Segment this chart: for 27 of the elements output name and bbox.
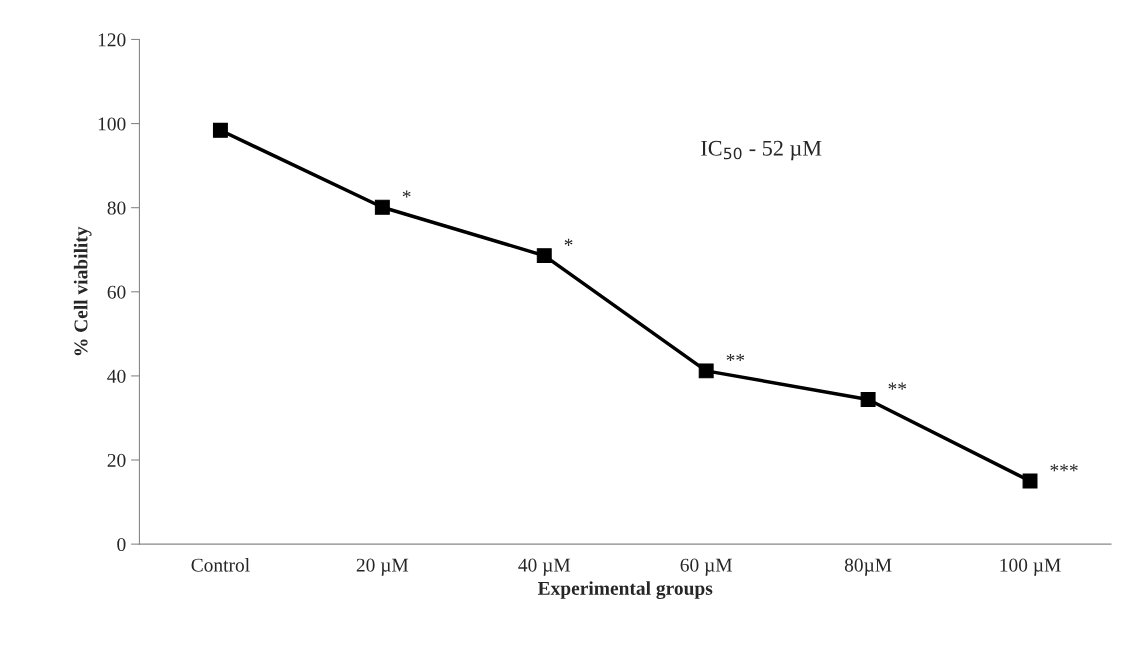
annotation: **: [888, 382, 907, 390]
y-tick-label: 120: [98, 33, 126, 47]
y-tick-label: 80: [107, 201, 126, 215]
y-axis-title: % Cell viability: [73, 226, 92, 356]
annotation: *: [402, 190, 411, 198]
annotation: *: [564, 238, 573, 246]
x-tick-label: 60 µM: [680, 558, 733, 576]
x-tick-label: Control: [191, 558, 250, 572]
annotation: **: [726, 353, 745, 362]
y-tick-label: 100: [98, 117, 126, 131]
y-tick-label: 0: [117, 537, 126, 552]
annotation: IC$_{50}$ - 52 µM: [701, 140, 822, 161]
x-tick-label: 40 µM: [518, 558, 571, 576]
y-tick-label: 40: [107, 369, 126, 383]
point: [860, 391, 876, 407]
point: [536, 248, 552, 264]
annotation: ***: [1050, 464, 1078, 472]
y-tick-label: 60: [107, 285, 126, 299]
y-tick-label: 20: [107, 453, 126, 467]
point: [374, 199, 390, 215]
x-tick-label: 20 µM: [356, 558, 409, 576]
point: [698, 363, 714, 379]
point: [212, 122, 228, 138]
point: [1022, 473, 1038, 489]
x-tick-label: 80µM: [844, 558, 892, 576]
x-tick-label: 100 µM: [1000, 558, 1061, 576]
x-axis-title: Experimental groups: [537, 581, 713, 599]
